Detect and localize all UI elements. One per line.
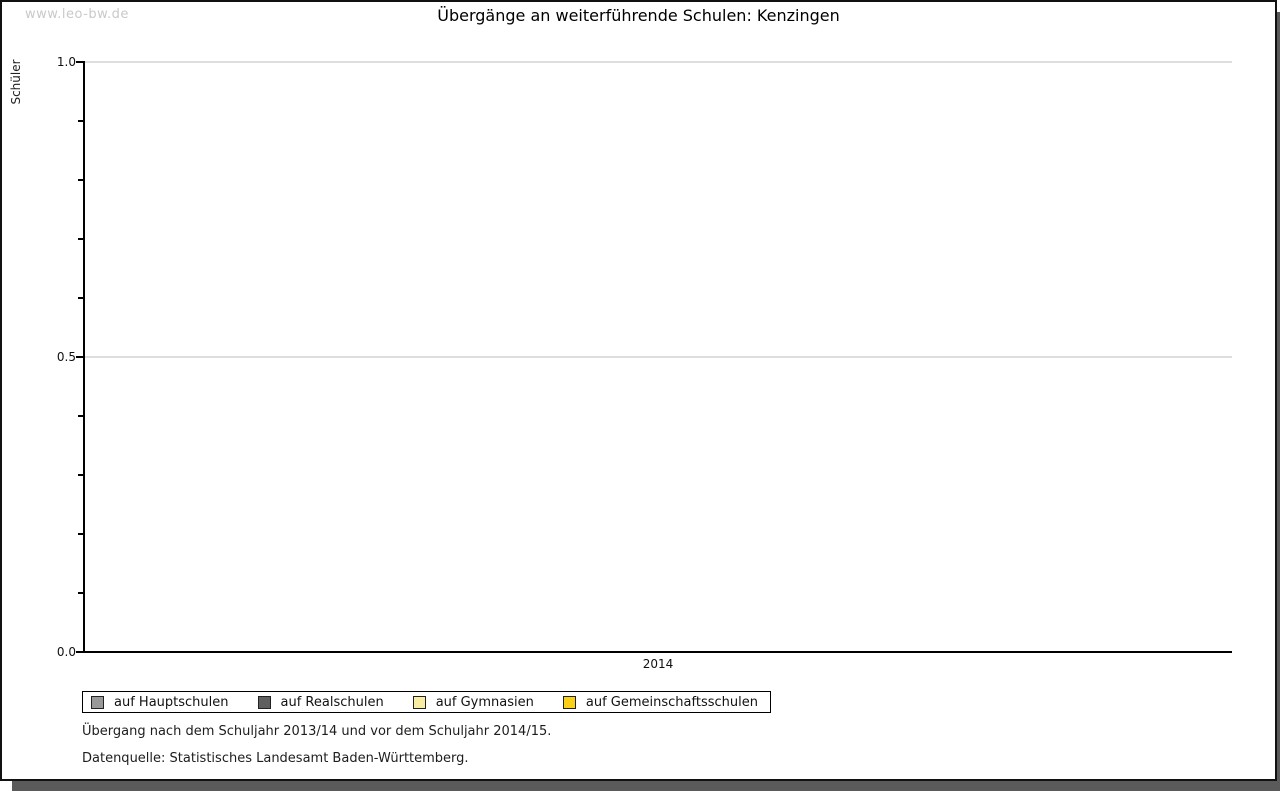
y-tick-label-1.0: 1.0 [56,55,76,69]
legend-item-realschulen: auf Realschulen [257,694,384,710]
footnote-data-source: Datenquelle: Statistisches Landesamt Bad… [82,751,469,766]
y-major-tick [76,651,83,653]
footnote-transition-period: Übergang nach dem Schuljahr 2013/14 und … [82,724,552,739]
legend-swatch-hauptschulen-icon [91,695,104,709]
y-minor-tick [78,238,83,240]
y-axis-label: Schüler [9,59,23,105]
legend-item-gemeinschaftsschulen: auf Gemeinschaftsschulen [562,694,758,710]
y-tick-label-0.5: 0.5 [56,350,76,364]
y-minor-tick [78,120,83,122]
legend-swatch-gemeinschaftsschulen-icon [562,695,576,709]
gridline-1.0 [85,61,1232,63]
chart-title: Übergänge an weiterführende Schulen: Ken… [437,6,840,25]
y-tick-label-0.0: 0.0 [56,645,76,659]
legend-swatch-gymnasien-icon [412,695,426,709]
y-minor-tick [78,533,83,535]
legend-label: auf Gymnasien [435,694,534,710]
y-minor-tick [78,415,83,417]
legend-label: auf Gemeinschaftsschulen [585,694,758,710]
y-minor-tick [78,474,83,476]
y-axis-line [83,61,85,653]
y-major-tick [76,61,83,63]
gridline-0.5 [85,356,1232,358]
legend-swatch-realschulen-icon [257,695,271,709]
y-minor-tick [78,592,83,594]
x-axis-line [83,651,1232,653]
watermark: www.leo-bw.de [25,7,129,22]
y-minor-tick [78,297,83,299]
y-major-tick [76,356,83,358]
legend-label: auf Hauptschulen [114,694,229,710]
x-tick-label-2014: 2014 [642,657,674,671]
y-minor-tick [78,179,83,181]
legend: auf Hauptschulen auf Realschulen auf Gym… [82,691,771,713]
legend-item-gymnasien: auf Gymnasien [412,694,534,710]
plot-area [85,63,1232,651]
legend-item-hauptschulen: auf Hauptschulen [91,695,229,710]
legend-label: auf Realschulen [280,694,384,710]
chart-canvas: www.leo-bw.de Übergänge an weiterführend… [2,2,1275,779]
